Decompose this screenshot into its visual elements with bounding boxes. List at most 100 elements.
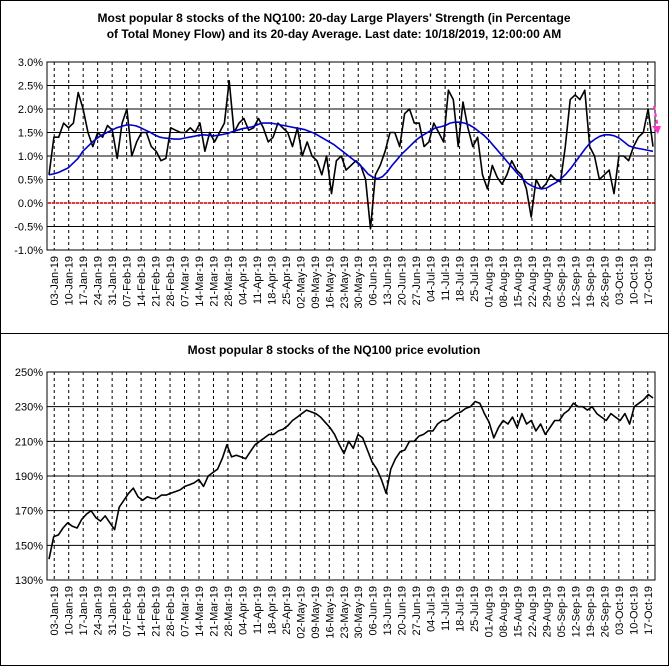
top-chart-x-tick-label: 27-Jun-19: [411, 256, 423, 306]
bottom-chart-x-tick-label: 19-Sep-19: [585, 586, 597, 637]
top-chart-x-tick-label: 17-Oct-19: [643, 256, 655, 305]
top-chart-y-tick-label: 1.5%: [18, 128, 43, 140]
top-chart-x-tick-label: 15-Aug-19: [512, 256, 524, 307]
top-chart-x-tick-label: 08-Aug-19: [498, 256, 510, 307]
top-chart-x-tick-label: 07-Feb-19: [122, 256, 134, 307]
top-chart-x-tick-label: 05-Sep-19: [556, 256, 568, 307]
top-chart-x-tick-label: 10-Oct-19: [628, 256, 640, 305]
top-chart-x-tick-label: 30-May-19: [353, 256, 365, 309]
top-chart-x-tick-label: 26-Sep-19: [599, 256, 611, 307]
bottom-chart-x-tick-label: 02-May-19: [295, 586, 307, 639]
top-chart-x-tick-label: 21-Mar-19: [208, 256, 220, 307]
bottom-chart-x-tick-label: 12-Sep-19: [570, 586, 582, 637]
top-chart-plot-frame: [46, 61, 656, 251]
bottom-chart-x-tick-label: 08-Aug-19: [498, 586, 510, 637]
bottom-chart-x-tick-label: 07-Feb-19: [122, 586, 134, 637]
bottom-chart-x-tick-label: 11-Apr-19: [252, 586, 264, 634]
top-chart-x-tick-label: 07-Mar-19: [180, 256, 192, 307]
bottom-chart-x-tick-label: 25-Apr-19: [281, 586, 293, 635]
bottom-chart-x-tick-label: 04-Apr-19: [237, 586, 249, 635]
top-chart-x-tick-label: 20-Jun-19: [397, 256, 409, 306]
bottom-chart-y-tick-label: 230%: [15, 402, 43, 414]
top-chart-x-tick-label: 17-Jan-19: [78, 256, 90, 306]
top-chart-y-tick-label: 1.0%: [18, 151, 43, 163]
bottom-chart-series-line-1: [48, 393, 654, 560]
bottom-chart-y-tick-label: 210%: [15, 436, 43, 448]
bottom-chart-x-tick-label: 20-Jun-19: [397, 586, 409, 636]
bottom-chart-x-tick-label: 14-Feb-19: [136, 586, 148, 637]
bottom-chart-x-tick-label: 16-May-19: [324, 586, 336, 639]
top-chart-x-tick-label: 21-Feb-19: [151, 256, 163, 307]
top-chart-x-tick-label: 10-Jan-19: [64, 256, 76, 306]
bottom-chart-x-tick-label: 10-Oct-19: [628, 586, 640, 635]
bottom-chart-plot: 130%150%170%190%210%230%250%03-Jan-19 10-…: [15, 367, 656, 639]
bottom-chart-x-tick-label: 15-Aug-19: [512, 586, 524, 637]
bottom-chart-y-tick-label: 150%: [15, 540, 43, 552]
top-chart-x-tick-label: 29-Aug-19: [541, 256, 553, 307]
top-chart-x-tick-label: 09-May-19: [310, 256, 322, 309]
top-chart-x-tick-label: 14-Feb-19: [136, 256, 148, 307]
top-chart-x-tick-label: 18-Apr-19: [266, 256, 278, 305]
bottom-chart-x-tick-label: 28-Mar-19: [223, 586, 235, 637]
top-chart-x-tick-label: 25-Apr-19: [281, 256, 293, 305]
top-chart-x-tick-label: 06-Jun-19: [368, 256, 380, 306]
top-chart-y-tick-label: -1.0%: [14, 245, 43, 257]
bottom-chart-x-tick-label: 18-Jul-19: [455, 586, 467, 632]
top-chart-x-tick-label: 16-May-19: [324, 256, 336, 309]
bottom-chart-x-tick-label: 27-Jun-19: [411, 586, 423, 636]
bottom-chart-x-tick-label: 22-Aug-19: [527, 586, 539, 637]
top-chart-x-tick-label: 28-Feb-19: [165, 256, 177, 307]
top-chart-title-line-2: of Total Money Flow) and its 20-day Aver…: [107, 27, 562, 41]
top-chart-x-tick-label: 31-Jan-19: [107, 256, 119, 306]
top-chart-x-tick-label: 28-Mar-19: [223, 256, 235, 307]
bottom-chart-x-tick-label: 01-Aug-19: [484, 586, 496, 637]
bottom-chart-y-tick-label: 170%: [15, 506, 43, 518]
top-chart-x-tick-label: 24-Jan-19: [93, 256, 105, 306]
bottom-chart-x-tick-label: 14-Mar-19: [194, 586, 206, 637]
bottom-chart-x-tick-label: 07-Mar-19: [180, 586, 192, 637]
bottom-chart-x-tick-label: 03-Jan-19: [49, 586, 61, 636]
bottom-chart-x-tick-label: 29-Aug-19: [541, 586, 553, 637]
bottom-chart-x-tick-label: 10-Jan-19: [64, 586, 76, 636]
bottom-chart-x-tick-label: 26-Sep-19: [599, 586, 611, 637]
bottom-chart-x-tick-label: 13-Jun-19: [382, 586, 394, 636]
top-chart-x-tick-label: 01-Aug-19: [484, 256, 496, 307]
bottom-chart-x-tick-label: 11-Jul-19: [440, 586, 452, 631]
top-chart-y-tick-label: 2.0%: [18, 104, 43, 116]
bottom-chart-y-tick-label: 250%: [15, 367, 43, 379]
bottom-chart-x-tick-label: 04-Jul-19: [426, 586, 438, 632]
bottom-chart-x-tick-label: 03-Oct-19: [614, 586, 626, 635]
bottom-chart-x-tick-label: 24-Jan-19: [93, 586, 105, 636]
top-chart-series-line-1: [48, 80, 654, 230]
bottom-chart-y-tick-label: 190%: [15, 471, 43, 483]
top-chart-x-tick-label: 03-Oct-19: [614, 256, 626, 305]
top-chart-x-tick-label: 02-May-19: [295, 256, 307, 309]
top-chart-y-tick-label: 3.0%: [18, 57, 43, 69]
top-chart-x-tick-label: 12-Sep-19: [570, 256, 582, 307]
top-chart-x-tick-label: 22-Aug-19: [527, 256, 539, 307]
bottom-chart-x-tick-label: 28-Feb-19: [165, 586, 177, 637]
top-chart-x-tick-label: 19-Sep-19: [585, 256, 597, 307]
bottom-chart-x-tick-label: 23-May-19: [339, 586, 351, 639]
top-chart-x-tick-label: 11-Jul-19: [440, 256, 452, 301]
top-chart-x-tick-label: 23-May-19: [339, 256, 351, 309]
bottom-chart-y-tick-label: 130%: [15, 575, 43, 587]
top-chart-x-tick-label: 13-Jun-19: [382, 256, 394, 306]
bottom-chart-title: Most popular 8 stocks of the NQ100 price…: [188, 343, 481, 357]
bottom-chart-x-tick-label: 06-Jun-19: [368, 586, 380, 636]
top-chart-y-tick-label: -0.5%: [14, 222, 43, 234]
top-chart-series-line-2: [48, 121, 654, 190]
top-chart-x-tick-label: 25-Jul-19: [469, 256, 481, 302]
bottom-chart-x-tick-label: 18-Apr-19: [266, 586, 278, 635]
bottom-chart-x-tick-label: 17-Oct-19: [643, 586, 655, 635]
top-chart-y-tick-label: 0.0%: [18, 198, 43, 210]
top-chart-y-tick-label: 0.5%: [18, 175, 43, 187]
dashed-arrow-icon: [652, 105, 661, 134]
bottom-chart-x-tick-label: 30-May-19: [353, 586, 365, 639]
bottom-chart-x-tick-label: 31-Jan-19: [107, 586, 119, 636]
bottom-chart-plot-frame: [46, 371, 656, 581]
bottom-chart-x-tick-label: 21-Feb-19: [151, 586, 163, 637]
bottom-chart-x-tick-label: 09-May-19: [310, 586, 322, 639]
